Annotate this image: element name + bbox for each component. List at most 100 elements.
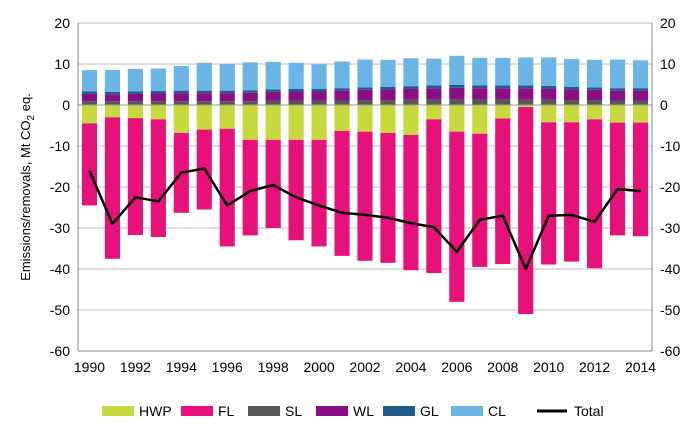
y-tick-label-left: -60 [50, 343, 70, 359]
bar-hwp-2008 [495, 105, 510, 119]
legend-swatch-wl [316, 406, 348, 416]
y-tick-label-left: 0 [62, 97, 70, 113]
bar-gl-2002 [357, 87, 372, 89]
bar-wl-2004 [403, 89, 418, 100]
bar-cl-1999 [289, 63, 304, 89]
bar-hwp-1994 [174, 105, 189, 133]
bar-gl-2014 [633, 88, 648, 90]
bar-cl-1993 [151, 69, 166, 92]
bar-cl-2000 [312, 64, 327, 89]
bar-gl-1994 [174, 91, 189, 93]
bar-cl-2012 [587, 60, 602, 87]
bar-wl-1994 [174, 93, 189, 101]
bar-sl-1994 [174, 101, 189, 105]
bar-cl-2008 [495, 58, 510, 85]
bar-sl-2011 [564, 100, 579, 105]
x-tick-label: 1998 [258, 359, 289, 375]
x-tick-label: 2004 [395, 359, 426, 375]
bar-sl-2005 [426, 100, 441, 105]
legend-label-fl: FL [218, 403, 235, 419]
legend-label-gl: GL [420, 403, 439, 419]
bar-gl-1993 [151, 91, 166, 93]
y-tick-label-right: 0 [660, 97, 668, 113]
bar-sl-2008 [495, 100, 510, 105]
x-tick-label: 2006 [441, 359, 472, 375]
bar-hwp-2014 [633, 105, 648, 123]
bar-sl-1997 [243, 101, 258, 105]
y-tick-label-left: -10 [50, 138, 70, 154]
bar-fl-2000 [312, 140, 327, 247]
bar-gl-2006 [449, 85, 464, 88]
bar-hwp-2003 [380, 105, 395, 133]
bar-fl-2007 [472, 134, 487, 267]
bar-wl-2003 [380, 89, 395, 100]
legend-label-hwp: HWP [139, 403, 172, 419]
bar-fl-1991 [105, 117, 120, 258]
bar-gl-2003 [380, 87, 395, 89]
bar-gl-1995 [197, 91, 212, 93]
bar-gl-1992 [128, 91, 143, 93]
bar-wl-1992 [128, 94, 143, 101]
bar-fl-1996 [220, 129, 235, 247]
legend-swatch-fl [181, 406, 213, 416]
bar-hwp-2011 [564, 105, 579, 122]
bar-sl-2003 [380, 100, 395, 105]
bar-sl-1993 [151, 101, 166, 105]
bar-sl-2014 [633, 100, 648, 105]
bar-hwp-2013 [610, 105, 625, 123]
bar-fl-2010 [541, 122, 556, 264]
bar-sl-2002 [357, 100, 372, 105]
bar-cl-2013 [610, 59, 625, 88]
bar-wl-1991 [105, 94, 120, 101]
bar-hwp-2002 [357, 105, 372, 132]
bar-wl-1998 [266, 92, 281, 101]
bar-fl-2006 [449, 132, 464, 302]
bar-sl-1996 [220, 101, 235, 105]
y-tick-label-left: -40 [50, 261, 70, 277]
bar-fl-1993 [151, 119, 166, 237]
bar-cl-2005 [426, 59, 441, 86]
bar-hwp-2010 [541, 105, 556, 122]
bar-wl-2013 [610, 91, 625, 101]
bar-cl-1996 [220, 64, 235, 91]
bar-cl-1995 [197, 63, 212, 91]
legend-swatch-sl [248, 406, 280, 416]
bar-sl-2006 [449, 100, 464, 105]
y-tick-label-right: -10 [660, 138, 680, 154]
bar-wl-2005 [426, 88, 441, 99]
bar-hwp-1991 [105, 105, 120, 117]
x-tick-label: 2000 [304, 359, 335, 375]
bar-gl-2007 [472, 85, 487, 88]
y-tick-label-left: -50 [50, 302, 70, 318]
bar-fl-2011 [564, 122, 579, 261]
bar-wl-2001 [334, 91, 349, 101]
bar-cl-1994 [174, 66, 189, 91]
bar-wl-2008 [495, 88, 510, 99]
bar-hwp-1999 [289, 105, 304, 140]
bar-gl-1997 [243, 90, 258, 92]
bar-wl-1997 [243, 93, 258, 102]
bar-hwp-1992 [128, 105, 143, 118]
bar-cl-2006 [449, 56, 464, 85]
bar-sl-1998 [266, 101, 281, 105]
bar-gl-1991 [105, 92, 120, 94]
bar-wl-2011 [564, 89, 579, 100]
bar-fl-2003 [380, 133, 395, 263]
bar-fl-2009 [518, 107, 533, 314]
x-tick-label: 1996 [212, 359, 243, 375]
bar-cl-2014 [633, 60, 648, 88]
bar-sl-2007 [472, 100, 487, 105]
bar-wl-1990 [82, 94, 97, 101]
bar-gl-2011 [564, 87, 579, 89]
y-tick-label-right: 10 [660, 56, 676, 72]
bar-sl-2004 [403, 100, 418, 105]
bar-gl-1996 [220, 91, 235, 93]
bar-fl-2014 [633, 123, 648, 237]
bar-sl-1999 [289, 101, 304, 105]
x-tick-label: 1992 [120, 359, 151, 375]
bar-hwp-2001 [334, 105, 349, 131]
legend-label-wl: WL [353, 403, 374, 419]
bar-hwp-2005 [426, 105, 441, 119]
bar-gl-2005 [426, 85, 441, 88]
